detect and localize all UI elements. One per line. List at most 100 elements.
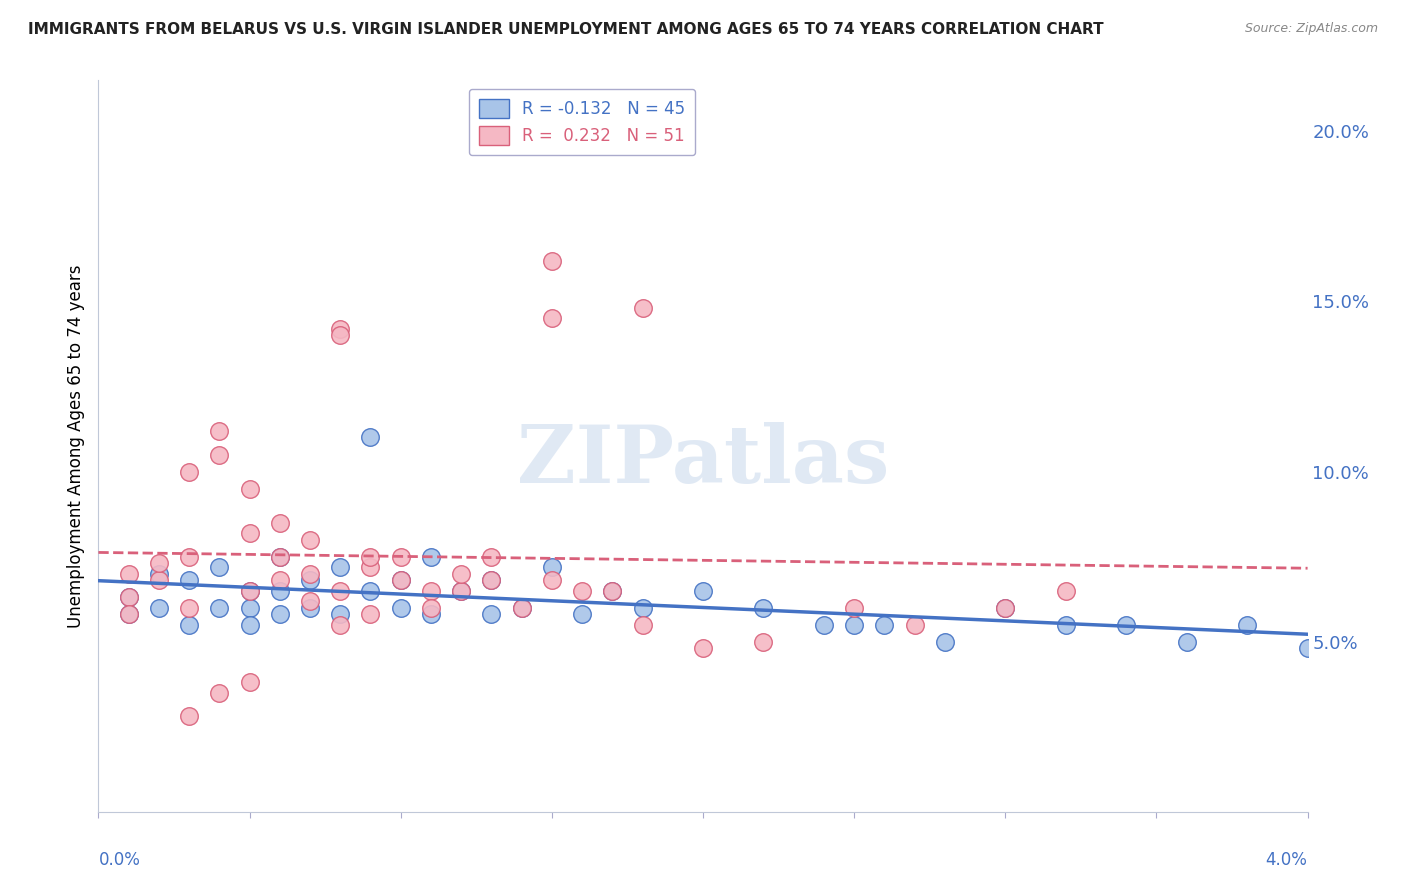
Point: [269, 574, 291, 588]
Point: [571, 583, 593, 598]
Point: [602, 583, 624, 598]
Point: [904, 617, 927, 632]
Point: [299, 600, 322, 615]
Point: [360, 607, 382, 622]
Point: [208, 600, 231, 615]
Point: [813, 617, 835, 632]
Point: [1357, 634, 1379, 648]
Point: [148, 566, 170, 581]
Point: [994, 600, 1017, 615]
Point: [208, 686, 231, 700]
Point: [510, 600, 533, 615]
Point: [239, 583, 262, 598]
Point: [752, 634, 775, 648]
Point: [299, 594, 322, 608]
Point: [873, 617, 896, 632]
Point: [510, 600, 533, 615]
Point: [118, 607, 141, 622]
Point: [269, 549, 291, 564]
Point: [179, 549, 201, 564]
Point: [571, 607, 593, 622]
Text: IMMIGRANTS FROM BELARUS VS U.S. VIRGIN ISLANDER UNEMPLOYMENT AMONG AGES 65 TO 74: IMMIGRANTS FROM BELARUS VS U.S. VIRGIN I…: [28, 22, 1104, 37]
Point: [389, 574, 412, 588]
Point: [118, 607, 141, 622]
Point: [389, 600, 412, 615]
Point: [420, 583, 443, 598]
Point: [752, 600, 775, 615]
Point: [481, 607, 503, 622]
Point: [360, 549, 382, 564]
Point: [1236, 617, 1258, 632]
Point: [360, 430, 382, 444]
Point: [631, 617, 654, 632]
Point: [360, 559, 382, 574]
Point: [420, 600, 443, 615]
Point: [329, 583, 352, 598]
Point: [389, 574, 412, 588]
Text: Source: ZipAtlas.com: Source: ZipAtlas.com: [1244, 22, 1378, 36]
Text: 0.0%: 0.0%: [98, 851, 141, 869]
Point: [239, 482, 262, 496]
Legend: R = -0.132   N = 45, R =  0.232   N = 51: R = -0.132 N = 45, R = 0.232 N = 51: [468, 88, 696, 155]
Point: [118, 591, 141, 605]
Point: [208, 559, 231, 574]
Point: [481, 549, 503, 564]
Y-axis label: Unemployment Among Ages 65 to 74 years: Unemployment Among Ages 65 to 74 years: [66, 264, 84, 628]
Point: [239, 525, 262, 540]
Point: [481, 574, 503, 588]
Point: [239, 583, 262, 598]
Point: [239, 600, 262, 615]
Point: [1175, 634, 1198, 648]
Point: [269, 583, 291, 598]
Point: [420, 549, 443, 564]
Point: [269, 516, 291, 530]
Point: [329, 321, 352, 335]
Point: [148, 557, 170, 571]
Point: [269, 607, 291, 622]
Point: [208, 424, 231, 438]
Point: [692, 641, 714, 656]
Point: [481, 574, 503, 588]
Point: [360, 583, 382, 598]
Point: [118, 566, 141, 581]
Point: [208, 448, 231, 462]
Text: ZIPatlas: ZIPatlas: [517, 422, 889, 500]
Point: [389, 549, 412, 564]
Point: [540, 559, 562, 574]
Point: [1296, 641, 1319, 656]
Point: [179, 600, 201, 615]
Point: [540, 574, 562, 588]
Point: [299, 566, 322, 581]
Point: [631, 301, 654, 316]
Point: [179, 709, 201, 723]
Point: [239, 675, 262, 690]
Point: [540, 253, 562, 268]
Point: [844, 617, 866, 632]
Point: [934, 634, 956, 648]
Point: [299, 533, 322, 547]
Point: [450, 583, 472, 598]
Point: [844, 600, 866, 615]
Point: [179, 574, 201, 588]
Point: [631, 600, 654, 615]
Point: [148, 600, 170, 615]
Point: [269, 549, 291, 564]
Point: [1115, 617, 1137, 632]
Point: [1054, 583, 1077, 598]
Point: [329, 607, 352, 622]
Point: [118, 591, 141, 605]
Point: [450, 583, 472, 598]
Point: [1054, 617, 1077, 632]
Point: [540, 311, 562, 326]
Point: [179, 617, 201, 632]
Point: [299, 574, 322, 588]
Point: [148, 574, 170, 588]
Point: [239, 617, 262, 632]
Point: [329, 559, 352, 574]
Point: [692, 583, 714, 598]
Point: [994, 600, 1017, 615]
Point: [329, 617, 352, 632]
Point: [450, 566, 472, 581]
Point: [179, 465, 201, 479]
Point: [602, 583, 624, 598]
